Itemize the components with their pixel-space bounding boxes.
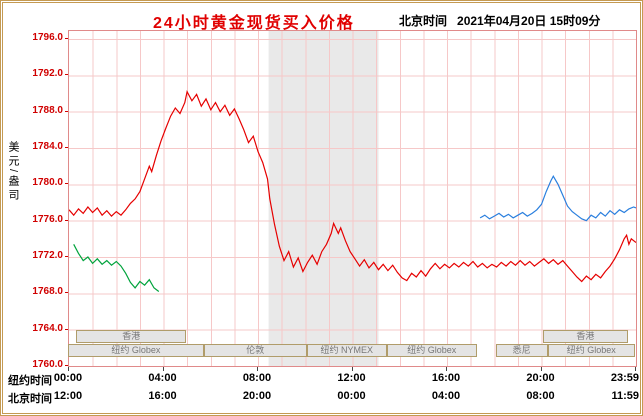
y-tick-mark	[65, 365, 68, 366]
x-tick-mark	[540, 367, 542, 371]
y-tick-mark	[65, 256, 68, 257]
y-tick-mark	[65, 74, 68, 76]
y-tick-mark	[65, 292, 68, 294]
ny-time-tick: 23:59	[610, 372, 639, 384]
chart-title: 24小时黄金现货买入价格	[153, 15, 355, 32]
bj-time-tick: 08:00	[526, 390, 555, 402]
ny-time-tick: 12:00	[337, 372, 366, 384]
y-tick-label: 1792.0	[32, 68, 63, 80]
session-box-纽约 Globex: 纽约 Globex	[68, 344, 204, 357]
y-tick-mark	[65, 110, 68, 112]
session-box-香港: 香港	[76, 330, 187, 343]
y-tick-label: 1776.0	[32, 213, 63, 225]
y-tick-mark	[65, 38, 68, 39]
clock-value: 2021年04月20日 15时09分	[457, 14, 601, 28]
y-axis-title: 美元/盎司	[7, 141, 19, 204]
ny-time-tick: 00:00	[53, 372, 83, 384]
clock-label: 北京时间	[399, 14, 448, 28]
y-tick-label: 1784.0	[32, 141, 63, 152]
price-line-04月20日	[73, 244, 160, 292]
price-series-svg	[68, 31, 637, 367]
session-box-香港: 香港	[542, 330, 628, 343]
ny-time-tick: 16:00	[431, 372, 461, 384]
y-tick-mark	[65, 219, 68, 221]
ny-time-row-label: 纽约时间	[8, 375, 52, 387]
plot-area	[68, 30, 637, 367]
bj-time-tick: 12:00	[53, 390, 83, 402]
bj-time-tick: 11:59	[611, 390, 639, 402]
x-tick-mark	[351, 367, 353, 371]
y-tick-label: 1780.0	[32, 177, 63, 189]
bj-time-tick: 16:00	[148, 390, 177, 402]
x-tick-mark	[68, 367, 69, 371]
session-box-纽约 Globex: 纽约 Globex	[547, 344, 635, 357]
bj-time-tick: 04:00	[431, 390, 461, 402]
beijing-clock: 北京时间 2021年04月20日 15时09分	[399, 12, 600, 29]
x-tick-mark	[257, 367, 258, 371]
y-tick-label: 1760.0	[32, 359, 63, 370]
x-tick-mark	[446, 367, 447, 371]
ny-time-tick: 04:00	[148, 372, 177, 384]
price-line-04月18日	[479, 174, 637, 222]
session-box-伦敦: 伦敦	[203, 344, 307, 357]
y-tick-label: 1796.0	[32, 32, 63, 43]
y-tick-mark	[65, 328, 68, 330]
y-tick-label: 1764.0	[32, 322, 63, 334]
y-tick-label: 1788.0	[32, 104, 63, 116]
session-box-悉尼: 悉尼	[495, 344, 548, 357]
ny-time-tick: 08:00	[242, 372, 272, 384]
bj-time-row-label: 北京时间	[8, 393, 52, 405]
bj-time-tick: 20:00	[242, 390, 272, 402]
bj-time-tick: 00:00	[337, 390, 366, 402]
y-tick-mark	[65, 183, 68, 185]
x-tick-mark	[635, 367, 636, 371]
x-tick-mark	[162, 367, 164, 371]
session-box-纽约 NYMEX: 纽约 NYMEX	[306, 344, 387, 357]
y-tick-label: 1772.0	[32, 250, 63, 261]
session-box-纽约 Globex: 纽约 Globex	[386, 344, 477, 357]
ny-session-shaded-band	[268, 31, 379, 366]
ny-time-tick: 20:00	[526, 372, 555, 384]
y-tick-mark	[65, 147, 68, 148]
y-tick-label: 1768.0	[32, 286, 63, 298]
price-line-04月19日	[68, 89, 637, 283]
